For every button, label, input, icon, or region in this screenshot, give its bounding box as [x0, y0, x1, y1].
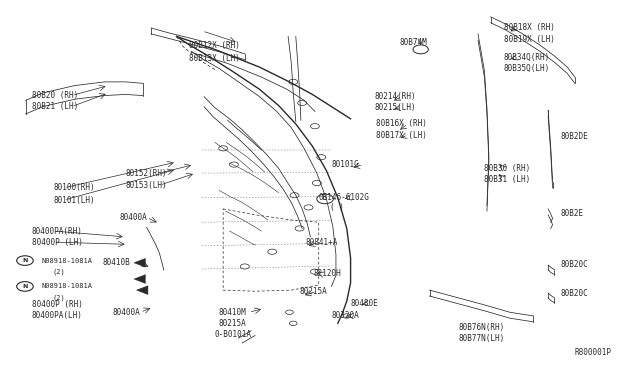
Text: 80410B: 80410B	[102, 258, 130, 267]
Text: 80215A: 80215A	[300, 287, 327, 296]
Text: 80410M: 80410M	[218, 308, 246, 317]
Text: 80400PA(LH): 80400PA(LH)	[32, 311, 83, 320]
Text: 80480E: 80480E	[351, 299, 378, 308]
Text: 80400P (RH): 80400P (RH)	[32, 300, 83, 310]
Text: N08918-1081A: N08918-1081A	[42, 283, 93, 289]
Text: (2): (2)	[52, 269, 65, 275]
Text: 80B20C: 80B20C	[561, 289, 589, 298]
Text: 80215A: 80215A	[218, 319, 246, 328]
Text: 80400A: 80400A	[113, 308, 141, 317]
Text: N: N	[22, 284, 28, 289]
Text: N08918-1081A: N08918-1081A	[42, 257, 93, 264]
Text: 80B76N(RH): 80B76N(RH)	[459, 323, 505, 331]
Text: 80400P (LH): 80400P (LH)	[32, 238, 83, 247]
Text: 80B19X (LH): 80B19X (LH)	[504, 35, 554, 44]
Text: 80B16X (RH): 80B16X (RH)	[376, 119, 427, 128]
Text: 82120H: 82120H	[314, 269, 341, 278]
Text: 80B34Q(RH): 80B34Q(RH)	[504, 53, 550, 62]
Text: 80B31 (LH): 80B31 (LH)	[484, 175, 531, 184]
Text: 80320A: 80320A	[332, 311, 359, 320]
Text: 80B13X (LH): 80B13X (LH)	[189, 54, 240, 63]
Polygon shape	[134, 275, 145, 283]
Text: 80153(LH): 80153(LH)	[125, 181, 167, 190]
Text: 80101(LH): 80101(LH)	[54, 196, 95, 205]
Text: 80B18X (RH): 80B18X (RH)	[504, 23, 554, 32]
Text: ( ): ( )	[330, 203, 344, 212]
Text: 80214(RH): 80214(RH)	[374, 92, 416, 101]
Text: R800001P: R800001P	[575, 347, 612, 357]
Text: 80B12X (RH): 80B12X (RH)	[189, 41, 240, 50]
Text: 0-B0101A: 0-B0101A	[215, 330, 252, 339]
Text: 80100(RH): 80100(RH)	[54, 183, 95, 192]
Text: (2): (2)	[52, 294, 65, 301]
Text: 80215(LH): 80215(LH)	[374, 103, 416, 112]
Text: N: N	[22, 258, 28, 263]
Text: O: O	[323, 196, 327, 201]
Text: 80400PA(RH): 80400PA(RH)	[32, 227, 83, 235]
Text: 80B20 (RH): 80B20 (RH)	[32, 91, 78, 100]
Polygon shape	[136, 286, 148, 295]
Text: 80B77N(LH): 80B77N(LH)	[459, 334, 505, 343]
Text: 80152(RH): 80152(RH)	[125, 169, 167, 177]
Text: 80101G: 80101G	[332, 160, 359, 169]
Text: 80B74M: 80B74M	[399, 38, 428, 47]
Text: 0B146-6102G: 0B146-6102G	[319, 193, 370, 202]
Polygon shape	[134, 259, 145, 267]
Text: 80B21 (LH): 80B21 (LH)	[32, 102, 78, 111]
Text: 80841+A: 80841+A	[306, 238, 339, 247]
Text: 80B35Q(LH): 80B35Q(LH)	[504, 64, 550, 73]
Text: 80B17X (LH): 80B17X (LH)	[376, 131, 427, 140]
Text: 80B30 (RH): 80B30 (RH)	[484, 164, 531, 173]
Text: 80B2DE: 80B2DE	[561, 132, 589, 141]
Text: 80B20C: 80B20C	[561, 260, 589, 269]
Text: 80B2E: 80B2E	[561, 209, 584, 218]
Text: 80400A: 80400A	[119, 213, 147, 222]
